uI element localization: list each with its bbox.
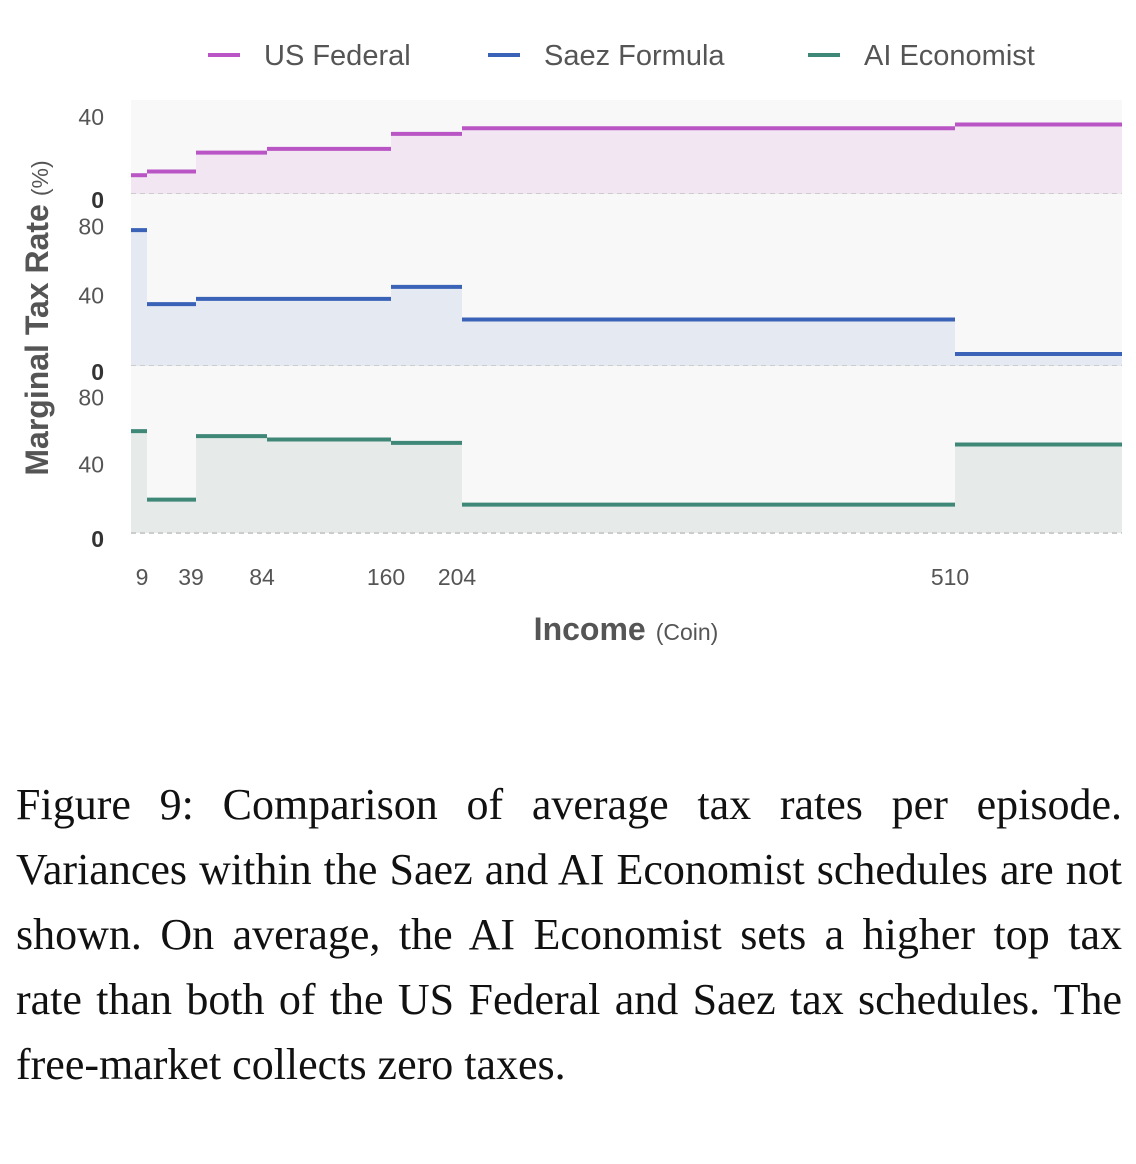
y-tick-ai-economist-40: 40 xyxy=(78,451,104,477)
x-axis-unit: (Coin) xyxy=(656,619,719,645)
area-ai-economist xyxy=(131,431,1122,533)
y-tick-ai-economist-80: 80 xyxy=(78,384,104,410)
x-tick-160: 160 xyxy=(367,564,405,590)
x-tick-39: 39 xyxy=(178,564,204,590)
x-axis-title: Income (Coin) xyxy=(534,611,719,647)
area-us-federal xyxy=(131,124,1122,194)
y-axis-unit: (%) xyxy=(27,160,53,196)
x-tick-510: 510 xyxy=(931,564,969,590)
tax-rate-chart: US Federal Saez Formula AI Economist 40080… xyxy=(19,40,1122,647)
panel-us-federal: 40 0 xyxy=(78,100,1122,213)
x-tick-204: 204 xyxy=(438,564,477,590)
y-tick-saez-formula-40: 40 xyxy=(78,282,104,308)
legend-label-ai-economist: AI Economist xyxy=(864,40,1035,72)
area-saez-formula xyxy=(131,230,1122,366)
x-axis-ticks: 9 39 84 160 204 510 xyxy=(136,564,970,590)
y-tick-saez-formula-80: 80 xyxy=(78,213,104,239)
y-axis-title: Marginal Tax Rate (%) xyxy=(19,160,55,475)
y-tick-ai-economist-0: 0 xyxy=(91,526,104,552)
legend-label-saez-formula: Saez Formula xyxy=(544,40,725,72)
y-tick-saez-formula-0: 0 xyxy=(91,359,104,385)
panel-ai-economist: 80 40 0 xyxy=(78,366,1122,552)
y-tick-us-federal-40: 40 xyxy=(78,104,104,130)
x-tick-9: 9 xyxy=(136,564,149,590)
x-tick-84: 84 xyxy=(249,564,275,590)
x-axis-title-text: Income xyxy=(534,611,646,647)
y-axis-title-text: Marginal Tax Rate xyxy=(19,204,55,475)
figure-caption: Figure 9: Comparison of average tax rate… xyxy=(16,780,1122,1089)
legend-label-us-federal: US Federal xyxy=(264,40,411,72)
chart-legend: US Federal Saez Formula AI Economist xyxy=(208,40,1035,72)
panel-saez-formula: 80 40 0 xyxy=(78,194,1122,385)
y-tick-us-federal-0: 0 xyxy=(91,187,104,213)
